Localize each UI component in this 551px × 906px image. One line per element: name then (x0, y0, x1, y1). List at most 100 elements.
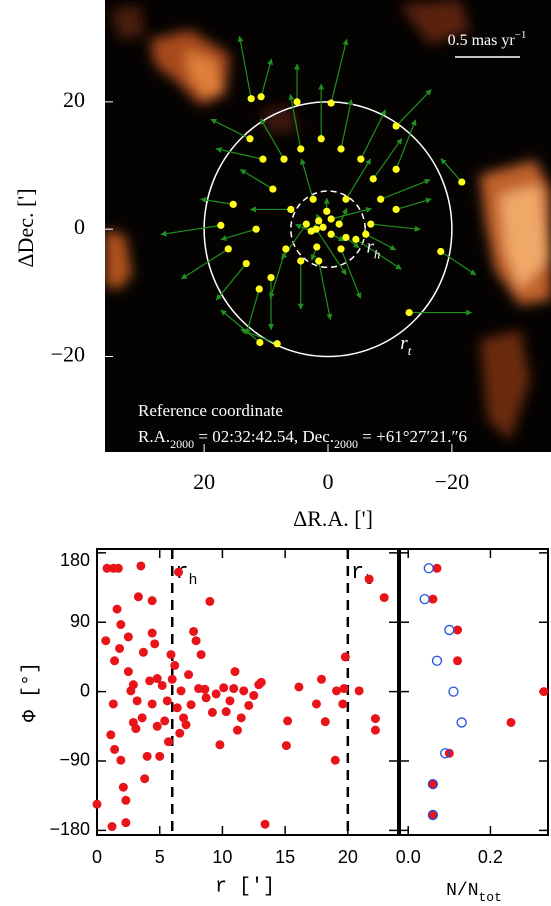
data-point (129, 680, 138, 689)
data-point (294, 682, 303, 691)
y-tick-label: −180 (49, 819, 90, 839)
open-point (433, 656, 442, 665)
data-point (133, 696, 142, 705)
star (337, 145, 344, 152)
star (323, 208, 330, 215)
x-tick-label: 20 (193, 469, 215, 494)
data-point (163, 696, 172, 705)
data-point (173, 703, 182, 712)
data-point (164, 737, 173, 746)
profile-frame (400, 549, 548, 835)
star (256, 339, 263, 346)
data-point (108, 822, 117, 831)
y-tick-label: 0 (74, 214, 85, 239)
data-point (261, 820, 270, 829)
data-point (148, 629, 157, 638)
text-part: R.A. (138, 427, 170, 446)
star (267, 274, 274, 281)
filled-point (539, 687, 548, 696)
star (393, 166, 400, 173)
data-point (182, 720, 191, 729)
data-point (233, 726, 242, 735)
data-point (139, 648, 148, 657)
star (274, 340, 281, 347)
data-point (160, 716, 169, 725)
star (357, 156, 364, 163)
scale-bar-label: 0.5 mas yr−1 (448, 29, 527, 49)
data-point (312, 699, 321, 708)
data-point (244, 701, 253, 710)
sky-image (105, 0, 551, 452)
data-point (197, 650, 206, 659)
data-point (116, 620, 125, 629)
data-point (249, 691, 258, 700)
star (327, 215, 334, 222)
open-point (449, 687, 458, 696)
data-point (153, 722, 162, 731)
open-point (445, 625, 454, 634)
star (280, 156, 287, 163)
star (319, 224, 326, 231)
data-point (140, 774, 149, 783)
data-point (143, 752, 152, 761)
star (259, 156, 266, 163)
x-tick-label: 5 (155, 847, 165, 867)
open-point (457, 718, 466, 727)
star (437, 248, 444, 255)
data-point (155, 752, 164, 761)
text-part: N/N (446, 881, 478, 901)
data-point (124, 632, 133, 641)
data-point (175, 729, 184, 738)
star (269, 185, 276, 192)
data-point (101, 636, 110, 645)
star (217, 222, 224, 229)
data-point (109, 699, 118, 708)
data-point (124, 667, 133, 676)
star (377, 196, 384, 203)
star (246, 135, 253, 142)
data-point (229, 684, 238, 693)
y-tick-label: 90 (70, 611, 90, 631)
data-point (93, 800, 102, 809)
data-point (222, 707, 231, 716)
data-point (170, 661, 179, 670)
x-tick-label: 15 (275, 847, 295, 867)
data-point (116, 756, 125, 765)
data-point (119, 783, 128, 792)
x-tick-label: 0 (323, 469, 334, 494)
figure: 200−20−20020ΔR.A. [']ΔDec. [']rhrt0.5 ma… (0, 0, 551, 906)
y-tick-label: −90 (59, 750, 90, 770)
data-point (283, 716, 292, 725)
x-tick-label: 0.2 (478, 847, 503, 867)
star (336, 220, 343, 227)
x-tick-label: 0 (92, 847, 102, 867)
data-point (237, 713, 246, 722)
data-point (110, 745, 119, 754)
star (393, 206, 400, 213)
x-tick-label: 20 (338, 847, 358, 867)
star (327, 231, 334, 238)
star (393, 122, 400, 129)
text-sub: h (374, 247, 381, 262)
star (308, 227, 315, 234)
data-point (113, 605, 122, 614)
star (318, 135, 325, 142)
text-part: = +61°27′21.″6 (358, 427, 467, 446)
star (297, 145, 304, 152)
data-point (106, 730, 115, 739)
y-tick-label: 20 (63, 87, 85, 112)
x-axis-label: r [′] (215, 875, 275, 898)
data-point (148, 596, 157, 605)
data-point (189, 627, 198, 636)
data-point (168, 675, 177, 684)
data-point (114, 564, 123, 573)
open-point (420, 595, 429, 604)
x-axis-label: ΔR.A. ['] (293, 506, 373, 531)
star (370, 175, 377, 182)
reference-title: Reference coordinate (138, 401, 283, 420)
text-sup: −1 (515, 29, 527, 41)
star (406, 309, 413, 316)
star (327, 100, 334, 107)
data-point (331, 756, 340, 765)
data-point (371, 726, 380, 735)
